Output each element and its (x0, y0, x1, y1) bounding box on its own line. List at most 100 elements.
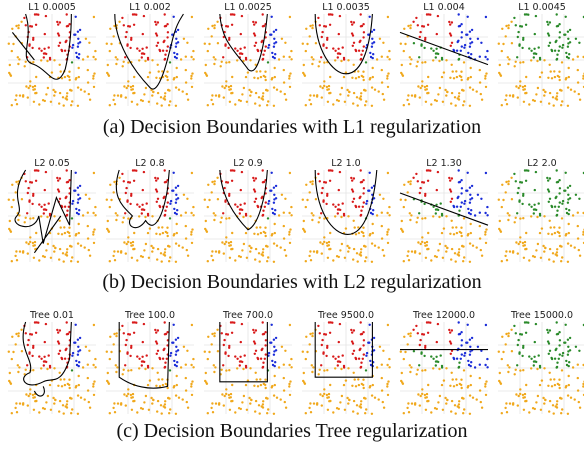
data-point (130, 369, 133, 372)
data-point (213, 62, 216, 66)
data-point (475, 246, 478, 249)
data-point (112, 98, 115, 102)
data-point (288, 363, 291, 367)
data-point (255, 378, 258, 381)
data-point (280, 37, 284, 40)
data-point (556, 361, 559, 364)
data-point (571, 58, 575, 61)
data-point (163, 39, 166, 42)
data-point (370, 186, 374, 189)
data-point (406, 98, 409, 102)
data-point (359, 214, 362, 217)
data-point (184, 376, 187, 380)
data-point (320, 96, 323, 99)
data-point (66, 92, 69, 95)
data-point (18, 58, 21, 61)
data-point (532, 56, 535, 59)
data-point (469, 364, 472, 368)
data-point (272, 86, 276, 89)
data-point (578, 98, 582, 101)
data-point (370, 86, 374, 89)
data-point (478, 81, 482, 84)
data-point (228, 256, 232, 259)
data-point (470, 336, 474, 340)
data-point (227, 354, 230, 358)
data-point (485, 380, 488, 383)
data-point (544, 398, 547, 402)
data-point (567, 383, 570, 387)
data-point (288, 211, 291, 215)
data-point (566, 338, 570, 341)
data-point (87, 92, 91, 96)
data-point (24, 332, 27, 335)
data-point (357, 226, 360, 229)
data-point (453, 96, 457, 99)
panel (204, 321, 293, 415)
data-point (11, 335, 14, 338)
data-point (133, 399, 136, 403)
data-point (273, 66, 276, 70)
data-point (510, 328, 513, 331)
data-point (423, 393, 427, 397)
data-point (450, 247, 454, 251)
data-point (519, 84, 522, 88)
data-point (107, 382, 111, 385)
data-point (538, 75, 542, 79)
data-point (551, 96, 555, 99)
data-point (219, 221, 222, 224)
data-point (337, 203, 340, 206)
data-point (301, 42, 304, 45)
data-point (533, 355, 536, 358)
data-point (65, 39, 68, 42)
data-point (449, 34, 453, 37)
data-point (56, 32, 60, 35)
data-point (352, 329, 356, 332)
data-point (92, 363, 95, 367)
data-point (179, 58, 183, 61)
data-point (326, 396, 329, 399)
data-point (35, 13, 38, 16)
data-point (518, 44, 521, 47)
data-point (311, 334, 314, 338)
data-point (352, 410, 355, 413)
data-point (75, 232, 78, 236)
data-point (33, 240, 37, 244)
data-point (40, 59, 43, 62)
data-point (463, 202, 466, 205)
data-point (455, 383, 459, 387)
data-point (359, 39, 362, 42)
data-point (156, 258, 159, 261)
data-point (351, 331, 354, 334)
data-point (499, 74, 503, 77)
data-point (271, 384, 274, 388)
data-point (327, 240, 331, 244)
data-point (348, 398, 351, 402)
data-point (18, 402, 22, 405)
data-point (246, 71, 250, 74)
panel (106, 13, 195, 107)
data-point (81, 214, 85, 217)
data-point (544, 246, 547, 250)
data-point (58, 63, 61, 66)
data-point (462, 245, 465, 248)
data-point (41, 407, 45, 410)
data-point (419, 186, 422, 190)
data-point (513, 65, 516, 68)
data-point (282, 211, 285, 214)
data-point (439, 354, 442, 357)
data-point (31, 85, 35, 89)
data-point (406, 343, 409, 346)
data-point (31, 46, 34, 50)
data-point (288, 74, 291, 78)
data-point (578, 197, 581, 200)
data-point (112, 406, 115, 410)
data-point (132, 331, 136, 334)
data-point (119, 403, 123, 406)
data-point (10, 205, 13, 209)
data-point (176, 361, 179, 364)
data-point (558, 353, 561, 356)
data-point (567, 350, 570, 353)
data-point (168, 104, 171, 107)
data-point (467, 51, 470, 55)
data-point (515, 393, 518, 396)
